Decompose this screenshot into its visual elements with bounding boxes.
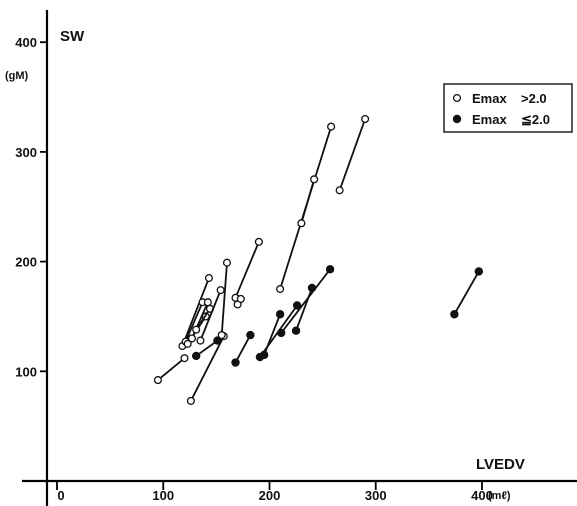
paired-line-emax-high [157, 357, 186, 381]
data-point-filled [307, 283, 317, 293]
data-point-open [192, 325, 201, 334]
data-point-open [216, 286, 225, 295]
data-point-filled [474, 267, 484, 276]
x-tick-label: 100 [152, 488, 174, 503]
legend: Emax >2.0 Emax ≦2.0 [443, 83, 573, 133]
y-tick-label: 100 [15, 364, 37, 379]
y-tick-label: 300 [15, 145, 37, 160]
data-point-filled [259, 350, 269, 360]
paired-line-emax-high [220, 262, 228, 336]
data-point-open [183, 339, 192, 348]
x-tick-label: 300 [365, 488, 387, 503]
data-point-filled [275, 310, 285, 319]
paired-line-emax-high [338, 118, 366, 191]
x-axis-unit: (mℓ) [488, 490, 511, 502]
data-point-open [222, 258, 232, 267]
y-tick-label: 400 [15, 35, 37, 50]
data-point-filled [291, 326, 301, 335]
paired-line-emax-high [300, 179, 315, 224]
data-point-open [204, 274, 213, 283]
data-point-open [254, 237, 263, 246]
paired-line-emax-low [280, 268, 331, 334]
data-point-open [186, 396, 195, 405]
paired-line-emax-high [181, 277, 210, 347]
data-point-filled [325, 265, 335, 274]
data-point-filled [213, 336, 222, 345]
data-point-open [297, 219, 306, 228]
data-point-filled [276, 328, 286, 338]
x-axis-title: LVEDV [476, 456, 525, 473]
legend-filled-circle-icon [452, 114, 462, 124]
paired-line-emax-high [195, 308, 211, 331]
data-point-open [310, 175, 319, 184]
data-point-open [327, 122, 336, 131]
data-point-open [361, 114, 370, 124]
legend-box [443, 83, 573, 133]
y-axis-title: SW [60, 28, 85, 45]
data-point-open [217, 331, 226, 340]
x-axis-ticks: 0 100 200 300 400 [56, 481, 493, 503]
legend-label-series-1: Emax [472, 91, 507, 106]
paired-line-emax-low [453, 271, 480, 315]
data-series [153, 114, 484, 405]
data-point-filled [450, 310, 459, 319]
data-point-filled [191, 351, 201, 361]
paired-line-emax-low [234, 334, 252, 363]
y-tick-label: 200 [15, 255, 37, 270]
x-tick-label: 400 [471, 488, 493, 503]
paired-line-emax-low [195, 339, 218, 357]
data-point-open [153, 376, 162, 385]
legend-condition-series-2: ≦2.0 [521, 112, 550, 127]
x-tick-label: 0 [57, 488, 64, 503]
paired-line-emax-low [263, 313, 281, 356]
data-point-filled [292, 301, 302, 310]
data-point-filled [246, 330, 255, 340]
data-point-filled [231, 358, 240, 367]
data-point-open [196, 336, 205, 345]
paired-line-emax-high [234, 241, 260, 299]
legend-condition-series-1: >2.0 [521, 91, 547, 106]
paired-line-emax-high [190, 335, 225, 402]
paired-line-emax-high [199, 289, 222, 341]
data-point-open [236, 294, 245, 303]
data-point-open [187, 334, 196, 343]
legend-open-circle-icon [452, 93, 462, 103]
x-tick-label: 200 [259, 488, 281, 503]
data-point-open [203, 298, 212, 307]
y-axis-ticks: 100 200 300 400 [15, 35, 47, 379]
data-point-open [335, 186, 344, 195]
legend-label-series-2: Emax [472, 112, 507, 127]
data-point-open [276, 284, 285, 294]
data-point-open [180, 354, 189, 363]
paired-line-emax-high [184, 301, 204, 343]
y-axis-unit: (gM) [5, 70, 29, 82]
paired-line-emax-low [295, 287, 313, 332]
